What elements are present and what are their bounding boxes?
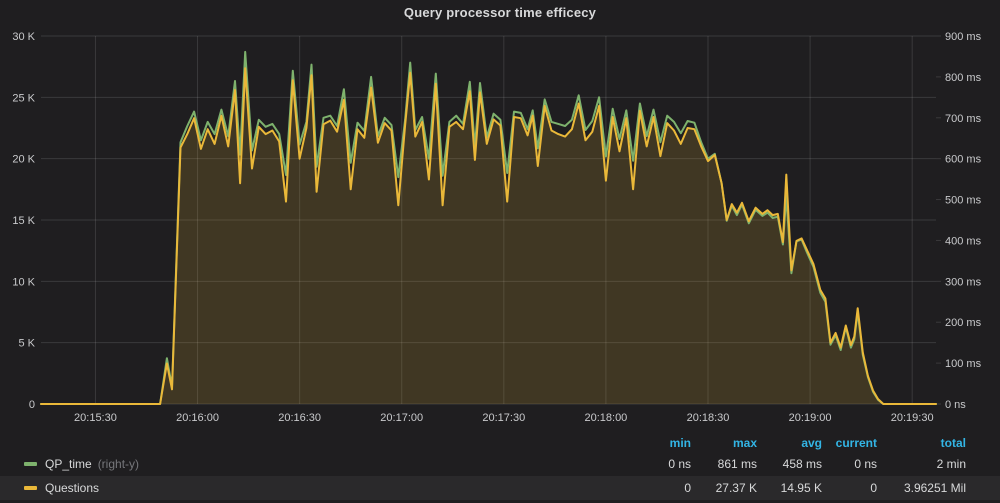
x-axis-tick-label: 20:18:00 (584, 412, 627, 424)
left-axis-tick-label: 30 K (12, 31, 35, 43)
qp-time-color-swatch-icon[interactable] (24, 462, 37, 466)
legend-header-current[interactable]: current (835, 436, 877, 450)
right-axis-tick-label: 700 ms (945, 113, 982, 125)
questions-color-swatch-icon[interactable] (24, 486, 37, 490)
right-axis-tick-label: 800 ms (945, 72, 982, 84)
qp-time-current: 0 ns (854, 457, 877, 471)
legend-series-qp-time[interactable]: QP_time (right-y) (0, 457, 621, 471)
x-axis-tick-label: 20:15:30 (74, 412, 117, 424)
right-axis-tick-label: 600 ms (945, 154, 982, 166)
legend-series-questions[interactable]: Questions (0, 481, 621, 495)
legend-header-row: min max avg current total (0, 434, 1000, 452)
left-axis-tick-label: 15 K (12, 215, 35, 227)
legend-header-total[interactable]: total (940, 436, 966, 450)
right-axis-tick-label: 300 ms (945, 276, 982, 288)
right-axis-tick-label: 400 ms (945, 235, 982, 247)
questions-series-fill (41, 68, 936, 405)
right-axis-tick-label: 900 ms (945, 31, 982, 43)
questions-series-line (40, 67, 937, 405)
left-axis-tick-label: 5 K (18, 338, 35, 350)
legend: min max avg current total QP_time (right… (0, 434, 1000, 500)
right-axis-tick-label: 100 ms (945, 358, 982, 370)
panel-title[interactable]: Query processor time efficecy (403, 5, 597, 20)
left-axis-tick-label: 10 K (12, 276, 35, 288)
qp-time-total: 2 min (936, 457, 966, 471)
right-axis-tick-label: 500 ms (945, 195, 982, 207)
x-axis-tick-label: 20:17:30 (482, 412, 525, 424)
questions-current: 0 (870, 481, 877, 495)
legend-series-label: QP_time (45, 457, 92, 471)
legend-row-qp-time: QP_time (right-y) 0 ns 861 ms 458 ms 0 n… (0, 452, 1000, 476)
x-axis-tick-label: 20:19:00 (789, 412, 832, 424)
x-axis-tick-label: 20:19:30 (891, 412, 934, 424)
chart-canvas[interactable]: 0 5 K 10 K 15 K 20 K 25 K 30 K 0 ns 100 ms 200 ms… (0, 0, 1000, 434)
legend-series-label: Questions (45, 481, 100, 495)
legend-series-axis-hint: (right-y) (97, 457, 140, 471)
x-axis-tick-label: 20:16:00 (176, 412, 219, 424)
legend-header-min[interactable]: min (669, 436, 691, 450)
questions-total: 3.96251 Mil (903, 481, 966, 495)
right-axis-tick-label: 200 ms (945, 317, 982, 329)
questions-avg: 14.95 K (780, 481, 822, 495)
x-axis-tick-label: 20:17:00 (380, 412, 423, 424)
left-axis-tick-label: 20 K (12, 154, 35, 166)
legend-header-max[interactable]: max (732, 436, 757, 450)
left-axis-tick-label: 25 K (12, 92, 35, 104)
legend-header-avg[interactable]: avg (801, 436, 822, 450)
qp-time-min: 0 ns (668, 457, 691, 471)
qp-time-avg: 458 ms (782, 457, 822, 471)
legend-row-questions: Questions 0 27.37 K 14.95 K 0 3.96251 Mi… (0, 476, 1000, 500)
x-axis-tick-label: 20:16:30 (278, 412, 321, 424)
questions-max: 27.37 K (715, 481, 757, 495)
left-axis-tick-label: 0 (29, 399, 35, 411)
right-axis-tick-label: 0 ns (945, 399, 966, 411)
x-axis-tick-label: 20:18:30 (687, 412, 730, 424)
qp-time-max: 861 ms (717, 457, 757, 471)
questions-min: 0 (684, 481, 691, 495)
